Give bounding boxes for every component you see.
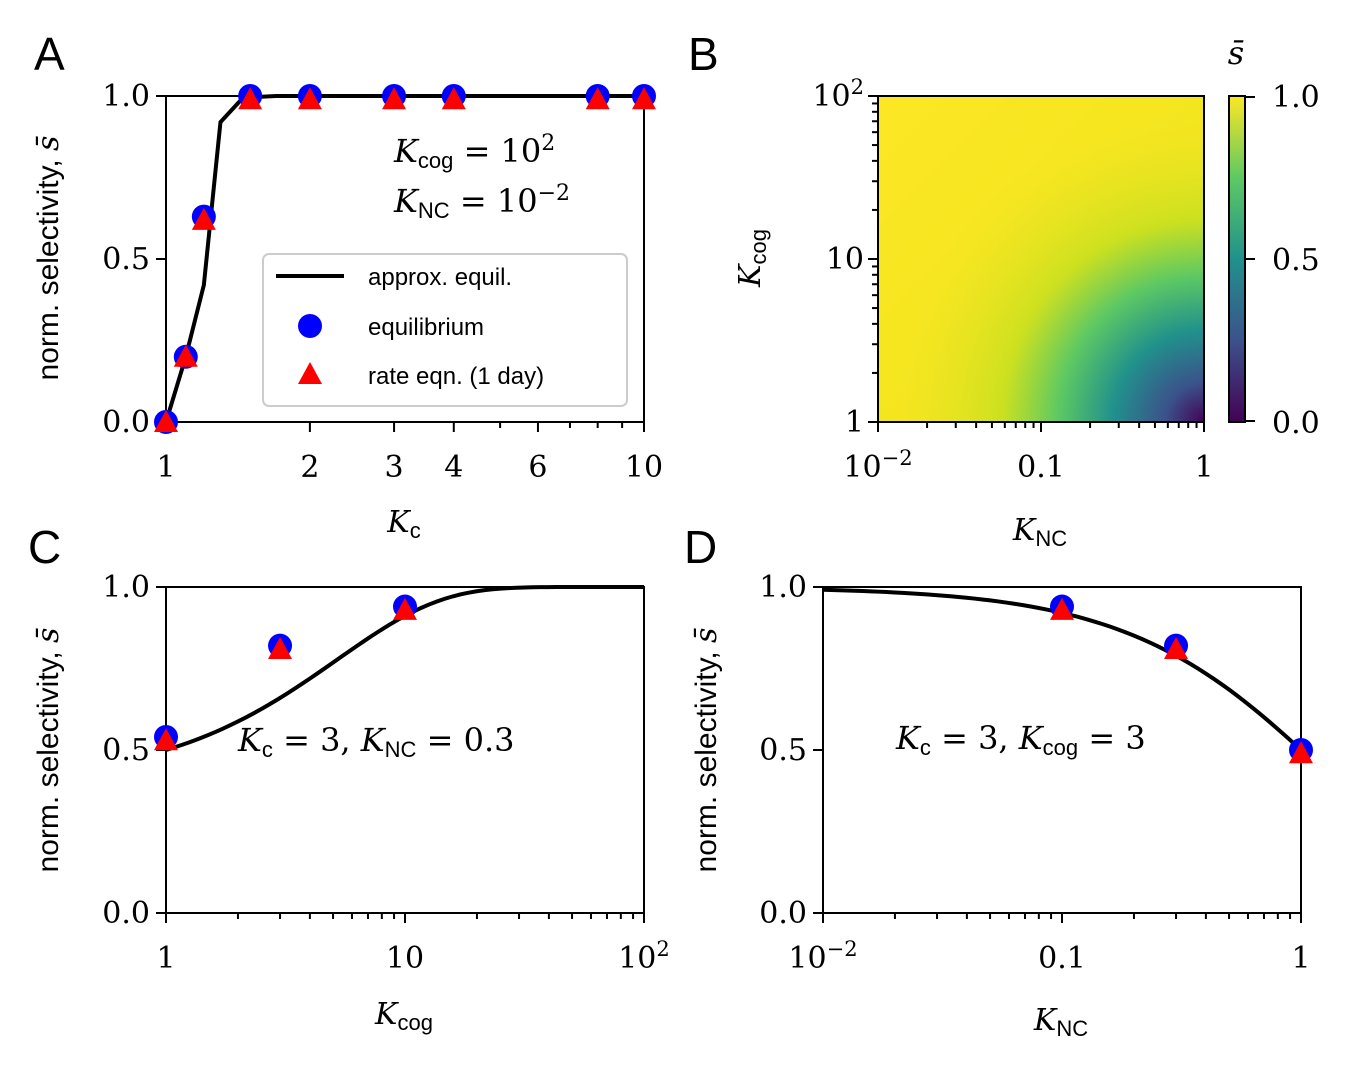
panel-b-xtick-label: 0.1	[1017, 450, 1065, 485]
colorbar-tick-1: 1.0	[1272, 80, 1320, 115]
panel-c-axis-ticks	[156, 586, 645, 923]
panel-c-xtick-label: 10	[386, 941, 424, 976]
panel-a-ytick-label: 0.5	[102, 242, 150, 277]
panel-a-xtick-label: 4	[444, 450, 463, 485]
panel-b-ytick-label: 102	[812, 75, 864, 114]
panel-label-d: D	[684, 521, 717, 573]
panel-d-plot: 10−2 0.1 1 0.0 0.5 1.0 KNC norm. selectivity,…	[689, 570, 1313, 1041]
rate-eqn-point	[297, 87, 322, 110]
panel-b-axis-ticks	[868, 95, 1205, 432]
panel-b-heatmap: 10−2 0.1 1 1 10 102 KNC Kcog 1.0 0.5 0.0 s̄	[733, 34, 1320, 551]
panel-d-y-axis-label: norm. selectivity, s̄	[689, 628, 724, 873]
panel-c-x-axis-label: Kcog	[374, 997, 433, 1035]
panel-c-xtick-label: 1	[156, 941, 175, 976]
panel-a-ytick-label: 1.0	[102, 79, 150, 114]
panel-a-axis-ticks	[156, 95, 645, 432]
rate-eqn-point	[154, 410, 178, 432]
rate-eqn-point	[173, 344, 198, 367]
panel-c-y-axis-label: norm. selectivity, s̄	[31, 628, 66, 873]
legend-label-approx: approx. equil.	[368, 264, 512, 291]
panel-a-x-axis-label: Kc	[386, 505, 420, 543]
panel-b-ytick-label: 1	[845, 405, 864, 440]
panel-a-xtick-label: 1	[156, 450, 175, 485]
panel-c-series	[154, 585, 644, 752]
legend-label-rate: rate eqn. (1 day)	[368, 363, 544, 390]
panel-b-x-axis-label: KNC	[1012, 513, 1067, 551]
panel-d-xtick-label: 0.1	[1038, 941, 1086, 976]
colorbar-tick-05: 0.5	[1272, 243, 1320, 278]
rate-eqn-point	[585, 87, 610, 110]
panel-c-ytick-label: 0.5	[102, 733, 150, 768]
rate-eqn-point	[382, 87, 407, 110]
panel-a-series	[154, 84, 656, 434]
rate-eqn-point	[632, 87, 656, 110]
panel-a-annotation-knc: KNC = 10−2	[393, 181, 570, 223]
panel-a-legend: approx. equil. equilibrium rate eqn. (1 …	[262, 253, 628, 407]
panel-a-xtick-label: 10	[625, 450, 663, 485]
panel-c-annotation: Kc = 3, KNC = 0.3	[237, 721, 515, 762]
panel-b-ytick-label: 10	[826, 242, 864, 277]
panel-c-plot: 1 10 102 0.0 0.5 1.0 Kcog norm. selectivity, …	[31, 570, 670, 1035]
panel-label-b: B	[688, 28, 719, 80]
panel-label-c: C	[28, 521, 61, 573]
panel-a-xtick-label: 3	[385, 450, 404, 485]
panel-a-y-axis-label: norm. selectivity, s̄	[31, 136, 66, 381]
panel-label-a: A	[34, 28, 65, 80]
rate-eqn-point	[191, 207, 216, 230]
panel-d-ytick-label: 0.0	[759, 896, 807, 931]
rate-eqn-point	[393, 597, 417, 620]
panel-d-ytick-label: 0.5	[759, 733, 807, 768]
panel-d-axis-ticks	[813, 586, 1302, 923]
heatmap-low-region	[878, 96, 1204, 422]
colorbar-tick-0: 0.0	[1272, 406, 1320, 441]
panel-d-xtick-label: 10−2	[788, 937, 857, 976]
panel-b-xtick-label: 1	[1194, 450, 1213, 485]
panel-b-y-axis-label: Kcog	[733, 229, 771, 288]
rate-eqn-point	[238, 87, 263, 110]
rate-eqn-point	[1050, 597, 1074, 620]
panel-d-series	[822, 587, 1313, 764]
panel-a-xtick-label: 2	[300, 450, 319, 485]
panel-c-ytick-label: 0.0	[102, 896, 150, 931]
panel-b-xtick-label: 10−2	[843, 446, 912, 485]
panel-a-ytick-label: 0.0	[102, 405, 150, 440]
panel-d-ytick-label: 1.0	[759, 570, 807, 605]
rate-eqn-point	[1289, 741, 1313, 764]
panel-b-tick-labels: 10−2 0.1 1 1 10 102	[812, 75, 1213, 485]
panel-c-tick-labels: 1 10 102 0.0 0.5 1.0	[102, 570, 670, 976]
panel-a-plot: 1 2 3 4 6 10 0.0 0.5 1.0 Kc norm. selectivity, s…	[31, 79, 663, 543]
panel-a-annotation-kcog: Kcog = 102	[393, 131, 555, 173]
rate-eqn-point	[1164, 636, 1189, 659]
panel-c-ytick-label: 1.0	[102, 570, 150, 605]
legend-label-equilibrium: equilibrium	[368, 314, 484, 341]
legend-circle-swatch	[298, 314, 322, 338]
approx-equil-line	[164, 94, 644, 423]
panel-d-annotation: Kc = 3, Kcog = 3	[895, 719, 1146, 760]
panel-a-tick-labels: 1 2 3 4 6 10 0.0 0.5 1.0	[102, 79, 663, 485]
panel-c-xtick-label: 102	[618, 937, 670, 976]
colorbar	[1228, 95, 1246, 423]
panel-d-x-axis-label: KNC	[1033, 1003, 1088, 1041]
panel-d-xtick-label: 1	[1291, 941, 1310, 976]
colorbar-label: s̄	[1228, 34, 1244, 72]
rate-eqn-point	[268, 636, 293, 659]
rate-eqn-point	[441, 87, 466, 110]
panel-d-tick-labels: 10−2 0.1 1 0.0 0.5 1.0	[759, 570, 1310, 976]
legend-triangle-swatch	[298, 362, 322, 384]
panel-a-xtick-label: 6	[528, 450, 547, 485]
rate-eqn-point	[154, 728, 178, 751]
